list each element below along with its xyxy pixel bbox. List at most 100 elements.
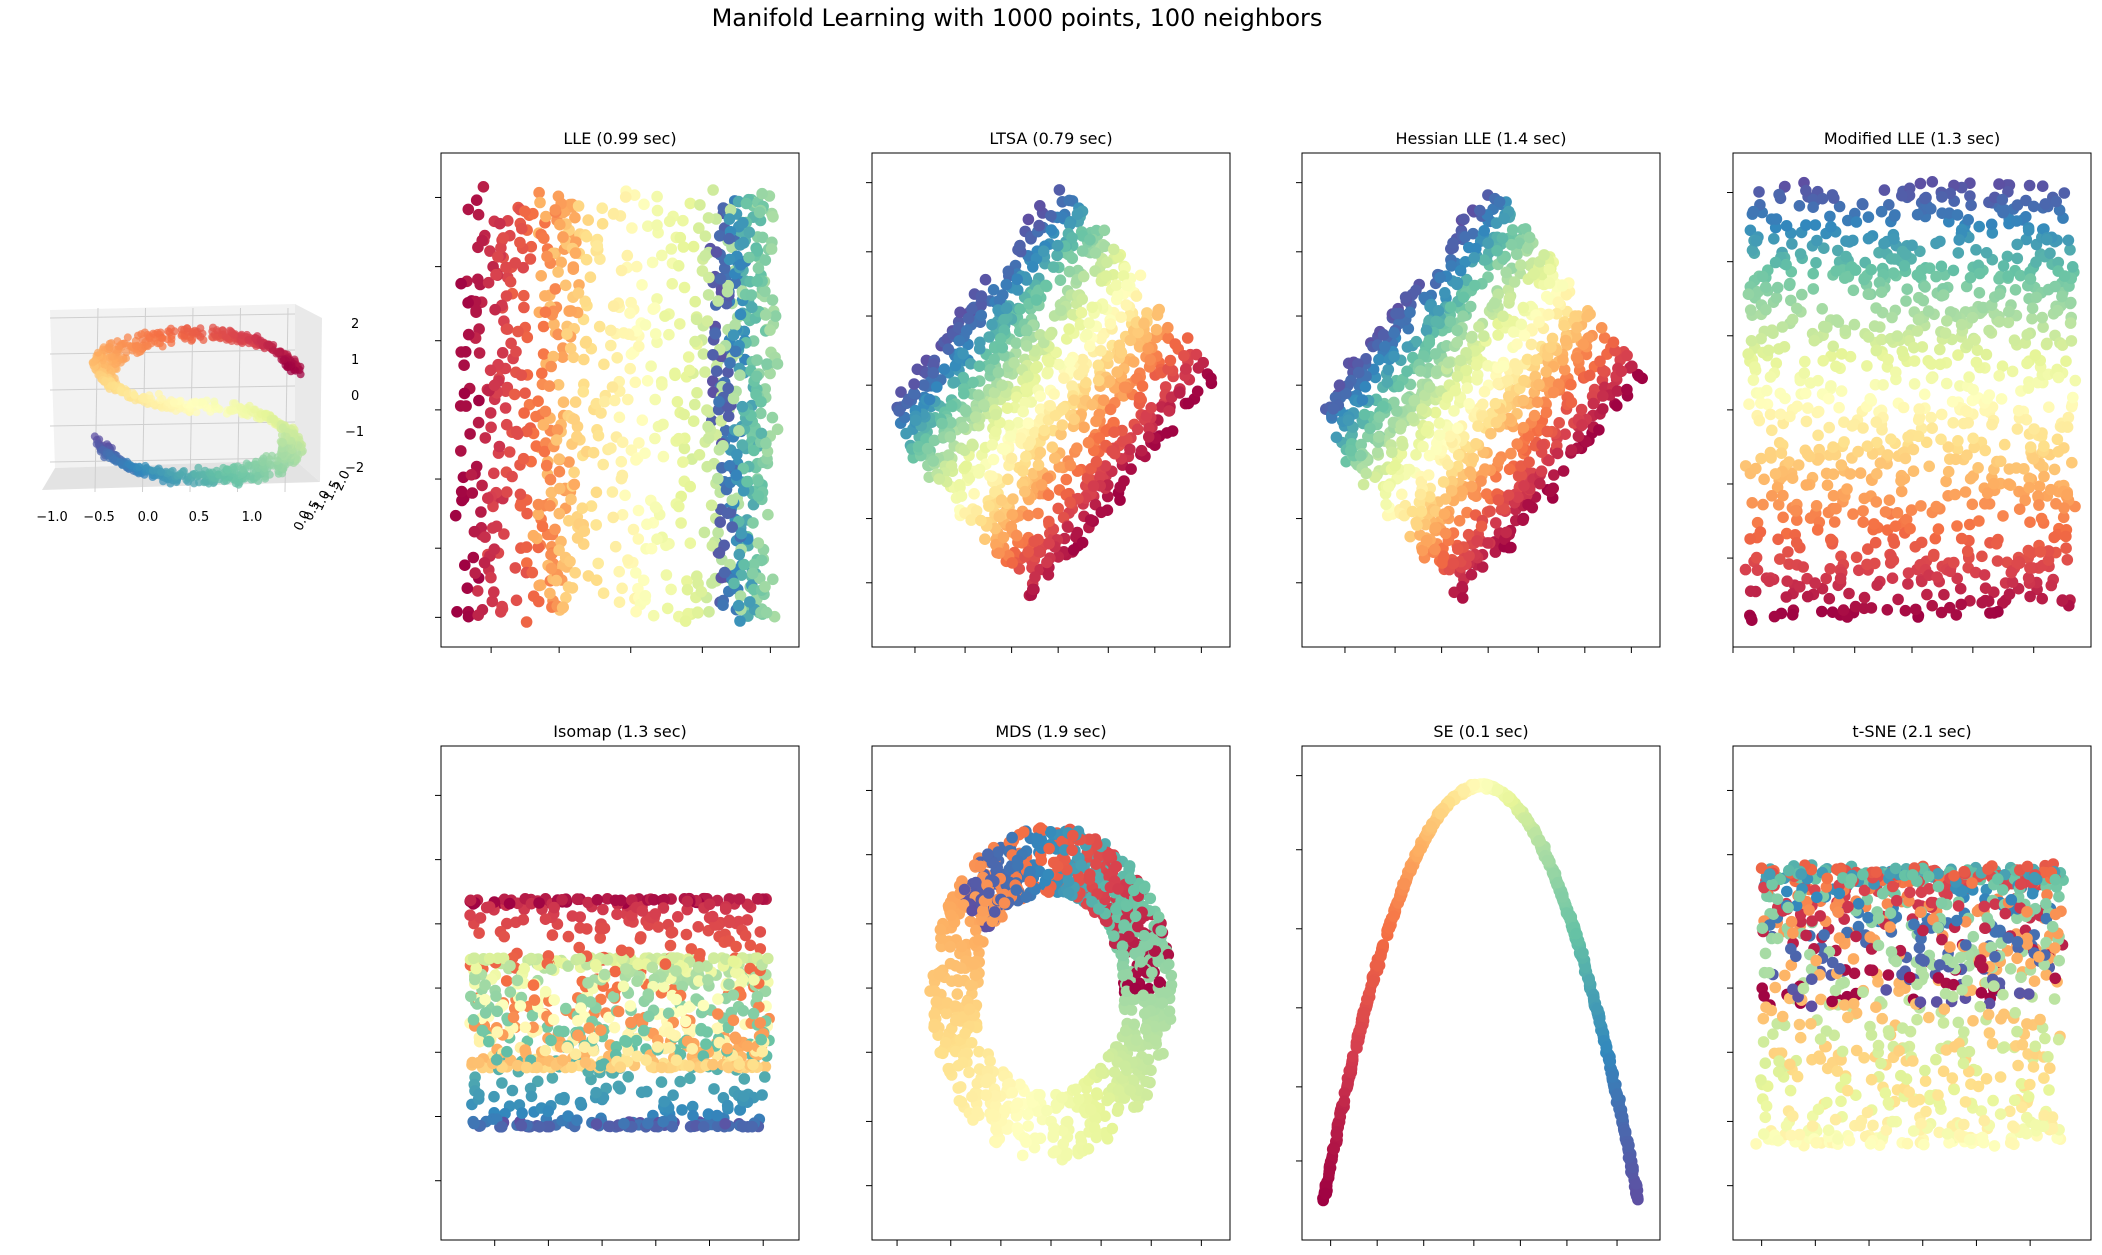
data-point [524,253,537,265]
data-point [997,531,1010,544]
data-point [1433,429,1446,441]
data-point [707,184,719,196]
data-point [2066,261,2079,273]
data-point [1559,334,1572,347]
data-point [1451,336,1463,349]
data-point [979,533,991,545]
data-point [1143,422,1155,435]
data-point [538,232,550,244]
data-point [1771,481,1784,494]
data-point [1861,360,1873,372]
data-point [727,329,740,342]
data-point [1492,455,1505,468]
data-point [518,301,530,314]
data-point [766,411,779,424]
data-point [636,279,648,291]
data-point [1028,535,1040,548]
data-point [759,581,771,593]
data-point [1878,184,1891,196]
data-point [1489,546,1502,558]
data-point [1543,454,1555,467]
data-point [1045,210,1057,222]
data-point [1478,385,1491,398]
data-point [1089,247,1102,259]
data-point [1014,303,1026,316]
data-point [1797,561,1809,573]
data-point [596,218,609,230]
data-point [2009,284,2022,296]
data-point [227,405,236,414]
data-point [1003,419,1015,432]
data-point [485,421,497,434]
data-point [484,245,496,257]
data-point [1878,237,1890,250]
data-point [1912,430,1925,443]
data-point [714,273,727,285]
data-point [1478,330,1490,342]
data-point [734,369,746,382]
data-point [2065,296,2077,309]
data-point [553,453,565,465]
data-point [942,449,955,461]
data-point [755,407,767,420]
data-point [1812,452,1825,465]
data-point [1439,287,1451,299]
data-point [1868,320,1881,332]
data-point [1444,430,1456,443]
data-point [1517,421,1530,434]
data-point [755,396,767,408]
x-tick-label: 0.5 [189,510,210,525]
data-point [1005,520,1018,533]
data-point [1142,342,1154,355]
data-point [105,343,114,351]
data-point [123,333,132,342]
data-point [1543,277,1556,289]
data-point [1979,498,1991,510]
data-point [1068,413,1080,426]
data-point [748,558,760,571]
data-point [736,400,749,413]
data-point [1369,471,1381,484]
data-point [1395,448,1408,460]
data-point [1786,313,1799,326]
data-point [1393,380,1405,393]
data-point [1111,366,1123,378]
data-point [2006,365,2019,378]
data-point [1879,506,1892,518]
data-point [1151,309,1164,321]
data-point [1536,439,1548,451]
data-point [1764,446,1777,459]
data-point [1505,541,1517,554]
data-point [566,582,579,594]
data-point [1976,596,1988,609]
data-point [1327,403,1340,415]
data-point [893,405,905,417]
data-point [500,261,512,274]
data-point [1951,209,1964,221]
data-point [1020,340,1033,352]
data-point [1757,498,1769,511]
data-point [945,460,958,472]
data-point [756,231,769,244]
data-point [682,351,695,363]
data-point [1104,403,1117,416]
data-point [563,456,575,468]
data-point [1970,356,1983,369]
data-point [1416,403,1428,415]
data-point [1396,488,1408,501]
data-point [519,387,531,400]
data-point [458,387,471,400]
data-point [520,541,533,553]
data-point [1900,248,1912,260]
data-point [1816,303,1828,315]
data-point [1986,227,1999,239]
data-point [1002,473,1014,486]
data-point [553,465,566,478]
data-point [663,328,675,341]
data-point [1360,467,1372,480]
data-point [461,582,474,594]
data-point [496,347,509,359]
data-point [1801,590,1814,603]
data-point [1856,198,1869,210]
data-point [154,389,163,398]
